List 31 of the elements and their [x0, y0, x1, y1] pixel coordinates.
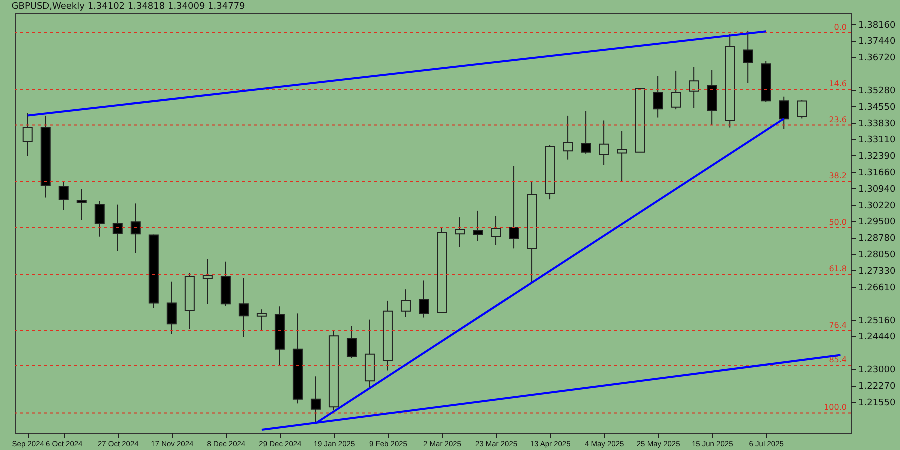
y-tick-label: 1.36720 [858, 54, 896, 64]
y-tick-label: 1.38160 [858, 20, 896, 31]
y-tick-label: 1.31660 [858, 168, 896, 179]
y-tick-label: 1.33110 [858, 136, 896, 146]
annotation: 14.6 [829, 80, 847, 89]
y-tick-label: 1.37440 [858, 37, 896, 48]
annotation: 23.6 [829, 115, 847, 124]
annotation: 85.4 [829, 356, 847, 364]
y-tick-label: 1.28050 [858, 250, 896, 261]
y-tick-label: 1.30220 [858, 201, 896, 212]
y-tick-label: 1.29500 [858, 218, 896, 228]
y-tick-label: 1.21550 [858, 398, 896, 408]
y-tick-label: 1.34550 [858, 102, 896, 113]
chart-title: GBPUSD,Weekly 1.34102 1.34818 1.34009 1.34779 [12, 2, 246, 12]
annotation: 76.4 [829, 320, 847, 330]
y-tick-label: 1.25160 [858, 316, 896, 326]
y-tick-label: 1.28780 [858, 234, 896, 244]
annotation: 61.8 [829, 264, 847, 274]
y-tick-label: 1.23000 [858, 365, 896, 376]
y-tick-label: 1.35280 [858, 86, 896, 96]
y-tick-label: 1.24440 [858, 332, 896, 343]
annotation: 100.0 [824, 403, 847, 412]
annotation: 0.0 [834, 22, 847, 32]
y-tick-label: 1.30940 [858, 184, 896, 195]
y-tick-label: 1.33830 [858, 119, 896, 130]
y-tick-label: 1.32390 [858, 152, 896, 162]
y-tick-label: 1.22270 [858, 382, 896, 392]
y-tick-label: 1.26610 [858, 283, 896, 294]
annotation: 38.2 [829, 172, 847, 181]
y-tick-label: 1.27330 [858, 267, 896, 277]
annotation: 50.0 [829, 218, 847, 227]
